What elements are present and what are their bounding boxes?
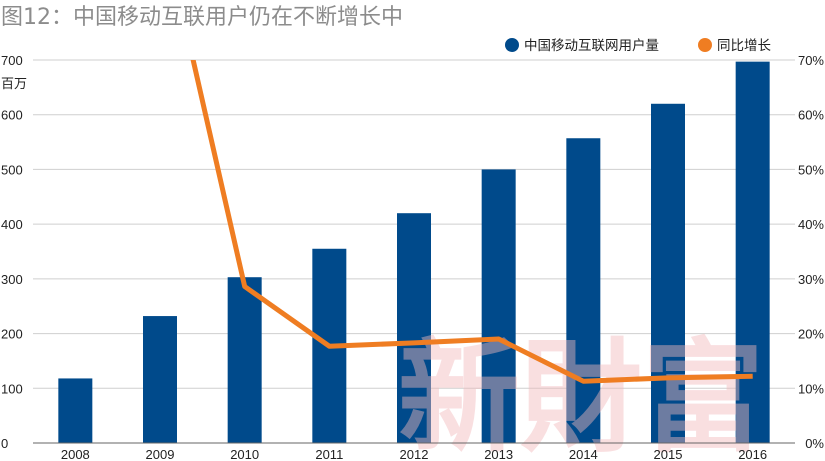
bar-2014 (566, 138, 601, 443)
left-axis: 0 100 200 300 400 500 600 700 (1, 53, 23, 451)
legend: 中国移动互联网用户量 同比增长 (505, 37, 771, 54)
legend-label-line: 同比增长 (717, 38, 771, 54)
x-axis: 2008 2009 2010 2011 2012 2013 2014 2015 2016 (61, 447, 767, 461)
right-tick-label: 70% (798, 53, 824, 68)
x-tick-label: 2012 (400, 447, 429, 461)
right-tick-label: 50% (798, 162, 824, 177)
left-tick-label: 200 (1, 327, 23, 342)
x-tick-label: 2009 (146, 447, 175, 461)
right-tick-label: 30% (798, 272, 824, 287)
right-tick-label: 20% (798, 327, 824, 342)
bar-2015 (651, 103, 685, 444)
left-tick-label: 300 (1, 272, 23, 287)
legend-label-bars: 中国移动互联网用户量 (524, 37, 659, 54)
left-tick-label: 0 (1, 436, 8, 451)
x-tick-label: 2013 (484, 447, 513, 461)
bar-2008 (58, 378, 93, 443)
bar-2016 (735, 61, 770, 444)
right-axis: 0% 10% 20% 30% 40% 50% 60% 70% (798, 53, 824, 451)
x-tick-label: 2011 (315, 447, 343, 461)
x-tick-label: 2015 (654, 447, 683, 461)
left-tick-label: 600 (1, 108, 23, 123)
bar-2013 (481, 169, 516, 443)
x-tick-label: 2008 (61, 447, 90, 461)
legend-marker-bars (505, 38, 519, 52)
x-tick-label: 2016 (738, 447, 767, 461)
left-tick-label: 700 (1, 53, 23, 68)
x-tick-label: 2014 (569, 447, 598, 461)
chart-title: 图12：中国移动互联用户仍在不断增长中 (1, 5, 403, 30)
left-tick-label: 400 (1, 217, 23, 232)
right-tick-label: 10% (798, 381, 824, 396)
watermark: 新財富 (398, 325, 764, 461)
bar-2010 (227, 277, 262, 443)
left-axis-unit-label: 百万 (1, 77, 27, 92)
x-tick-label: 2010 (230, 447, 259, 461)
bar-2009 (143, 316, 177, 443)
line-growth-rate (190, 60, 753, 384)
right-tick-label: 40% (798, 217, 824, 232)
line-series (190, 60, 753, 384)
left-tick-label: 100 (1, 381, 23, 396)
legend-marker-line (698, 38, 712, 52)
right-tick-label: 60% (798, 108, 824, 123)
right-tick-label: 0% (805, 436, 824, 451)
bar-2012 (397, 213, 431, 443)
left-tick-label: 500 (1, 162, 23, 177)
